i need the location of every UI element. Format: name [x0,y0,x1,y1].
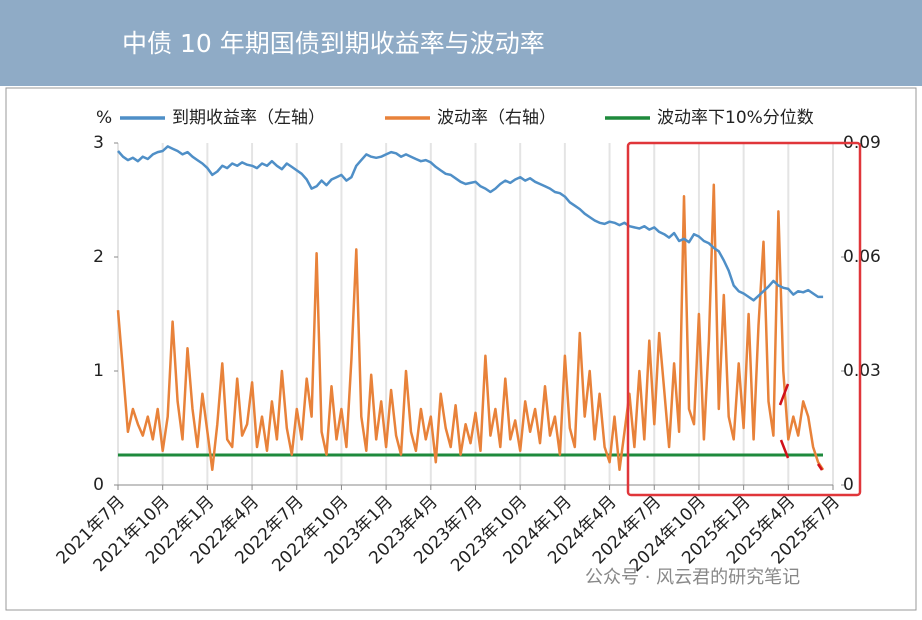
highlight-box [626,141,862,497]
watermark: 公众号 · 风云君的研究笔记 [585,567,800,588]
y-unit: % [96,108,112,128]
chart-frame [5,87,917,611]
y2-tick-label: 0.09 [843,133,881,153]
legend-label: 波动率下10%分位数 [657,108,814,128]
y-tick-label: 2 [93,247,104,267]
y-tick-label: 3 [93,133,104,153]
legend-label: 波动率（右轴） [437,108,556,128]
y-tick-label: 0 [93,475,104,495]
y2-tick-label: 0.06 [843,247,881,267]
y2-tick-label: 0.03 [843,361,881,381]
series-line [117,145,824,302]
y-tick-label: 1 [93,361,104,381]
title-banner [0,0,922,86]
legend-label: 到期收益率（左轴） [172,108,325,128]
series-line [116,183,825,472]
annotation-marks [778,383,824,471]
chart-title: 中债 10 年期国债到期收益率与波动率 [122,29,545,58]
y2-tick-label: 0 [843,475,854,495]
